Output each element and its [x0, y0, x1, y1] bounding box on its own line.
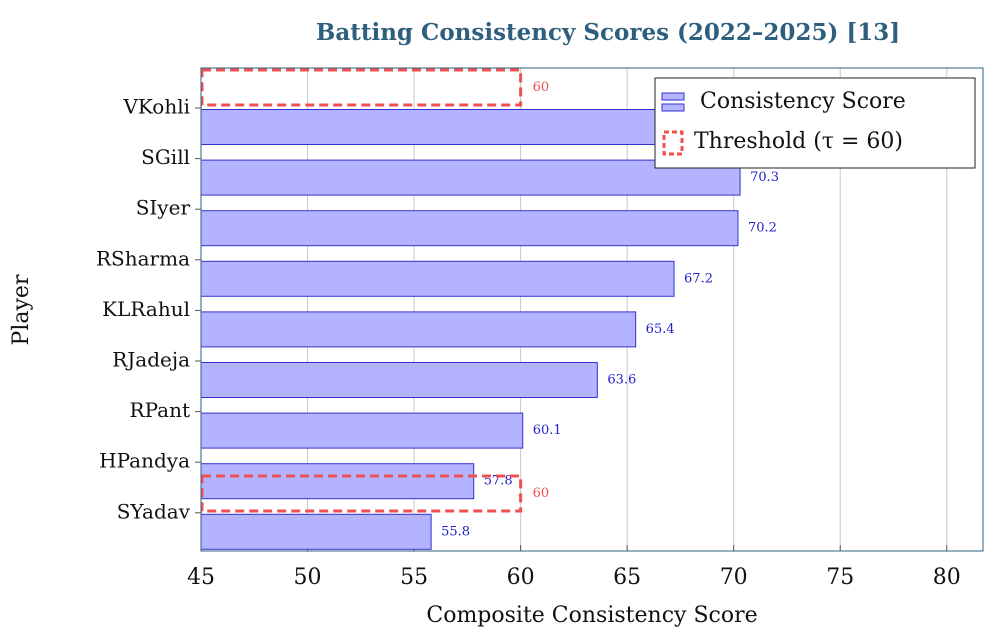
value-label: 65.4 [646, 322, 675, 337]
y-tick-label: SYadav [117, 499, 191, 523]
x-axis-label: Composite Consistency Score [426, 603, 757, 628]
value-label: 63.6 [607, 373, 636, 388]
threshold-label: 60 [533, 80, 550, 95]
x-tick-label: 50 [294, 565, 322, 590]
legend-box [654, 77, 976, 169]
x-tick-label: 80 [933, 565, 961, 590]
bar [200, 362, 598, 398]
bar [200, 513, 432, 550]
x-tick-label: 65 [613, 565, 641, 590]
legend-label: Threshold (τ = 60) [694, 129, 903, 154]
y-tick-label: RSharma [96, 246, 190, 270]
x-tick-label: 55 [400, 565, 428, 590]
bar [200, 463, 475, 500]
threshold-box [200, 474, 523, 513]
bar [200, 109, 745, 145]
chart-title: Batting Consistency Scores (2022–2025) [… [316, 19, 900, 46]
value-label: 55.8 [441, 524, 470, 539]
bar [200, 412, 524, 449]
threshold-box [200, 68, 523, 107]
x-tick-label: 70 [720, 565, 748, 590]
value-label: 67.2 [684, 271, 713, 286]
value-label: 70.2 [748, 221, 777, 236]
x-tick-label: 75 [826, 565, 854, 590]
y-tick-label: VKohli [122, 95, 190, 119]
legend-label: Consistency Score [700, 89, 906, 114]
bar [200, 311, 637, 348]
value-label: 70.3 [750, 170, 779, 185]
legend-swatch [662, 130, 684, 156]
threshold-label: 60 [533, 486, 550, 501]
bar [200, 210, 739, 247]
legend-swatch [661, 92, 685, 101]
y-axis-label: Player [9, 274, 34, 345]
plot-frame [200, 67, 984, 552]
bar [200, 260, 675, 297]
y-tick-label: RJadeja [112, 348, 190, 372]
x-tick-label: 60 [507, 565, 535, 590]
y-tick-label: KLRahul [102, 297, 190, 321]
y-tick-label: SIyer [136, 196, 191, 220]
legend-swatch [661, 103, 685, 112]
x-tick-label: 45 [187, 565, 215, 590]
y-tick-label: RPant [130, 398, 190, 422]
y-tick-label: SGill [141, 145, 190, 169]
value-label: 60.1 [533, 423, 562, 438]
y-tick-label: HPandya [99, 449, 190, 473]
